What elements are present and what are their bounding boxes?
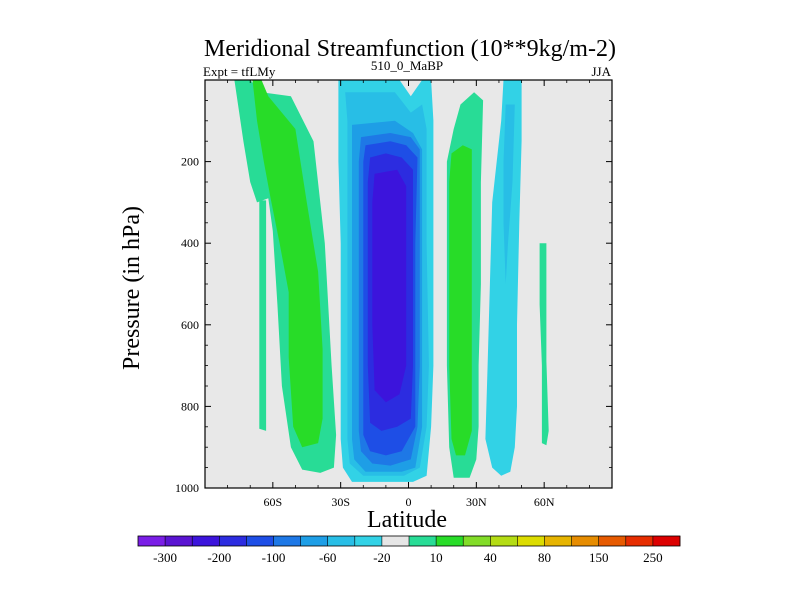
x-tick-label: 60N — [534, 495, 555, 509]
colorbar-swatch — [165, 536, 193, 546]
colorbar: -300 -200 -100 -60 -20 10 40 80 150 250 — [137, 535, 681, 565]
colorbar-swatch — [652, 536, 681, 546]
x-tick-label: 60S — [263, 495, 282, 509]
y-axis-label: Pressure (in hPa) — [119, 206, 145, 370]
colorbar-swatch — [598, 536, 627, 546]
colorbar-swatch — [463, 536, 491, 546]
colorbar-label: 10 — [430, 550, 443, 565]
colorbar-swatch — [192, 536, 220, 546]
contour-regions — [234, 80, 549, 482]
y-tick-label: 400 — [181, 236, 199, 250]
colorbar-label: -60 — [319, 550, 336, 565]
colorbar-label: -200 — [207, 550, 231, 565]
y-tick-label: 200 — [181, 155, 199, 169]
y-tick-label: 1000 — [175, 481, 199, 495]
colorbar-swatch — [354, 536, 383, 546]
colorbar-swatch — [490, 536, 518, 546]
contour-neg-cell-lvl-7 — [372, 169, 407, 403]
contour-southern-narrow-tongue — [259, 200, 267, 431]
subtitle-left: Expt = tfLMy — [203, 64, 276, 79]
colorbar-swatch — [246, 536, 274, 546]
colorbar-label: 40 — [484, 550, 497, 565]
plot-area: 60S 30S 0 30N 60N 200 400 600 800 1000 — [175, 79, 613, 509]
colorbar-label: 250 — [643, 550, 663, 565]
colorbar-label: -300 — [153, 550, 177, 565]
chart-title: Meridional Streamfunction (10**9kg/m-2) — [204, 36, 616, 62]
colorbar-swatch — [138, 536, 166, 546]
colorbar-swatch — [381, 536, 410, 546]
subtitle-center: 510_0_MaBP — [371, 58, 443, 73]
colorbar-swatch — [436, 536, 464, 546]
contour-northern-green-core — [449, 145, 472, 456]
x-tick-label: 0 — [406, 495, 412, 509]
colorbar-label: -100 — [262, 550, 286, 565]
colorbar-swatch — [409, 536, 437, 546]
subtitle-right: JJA — [591, 64, 611, 79]
y-tick-label: 600 — [181, 318, 199, 332]
x-tick-label: 30S — [331, 495, 350, 509]
y-tick-label: 800 — [181, 399, 199, 413]
colorbar-swatch — [544, 536, 572, 546]
y-axis-ticks: 200 400 600 800 1000 — [175, 100, 612, 495]
colorbar-swatch — [219, 536, 247, 546]
colorbar-frame — [137, 535, 681, 547]
x-axis-ticks: 60S 30S 0 30N 60N — [227, 80, 590, 509]
colorbar-swatch — [327, 536, 356, 546]
colorbar-swatch — [300, 536, 328, 546]
contour-northern-blue-band-core — [503, 104, 515, 284]
colorbar-swatch — [273, 536, 301, 546]
contour-southern-green-core — [252, 80, 323, 448]
colorbar-label: 150 — [589, 550, 609, 565]
contour-northern-narrow-strip — [539, 243, 549, 446]
x-axis-label: Latitude — [367, 507, 447, 533]
colorbar-label: -20 — [373, 550, 390, 565]
colorbar-swatch — [571, 536, 599, 546]
colorbar-swatch — [517, 536, 545, 546]
colorbar-swatch — [625, 536, 654, 546]
x-tick-label: 30N — [466, 495, 487, 509]
colorbar-label: 80 — [538, 550, 551, 565]
